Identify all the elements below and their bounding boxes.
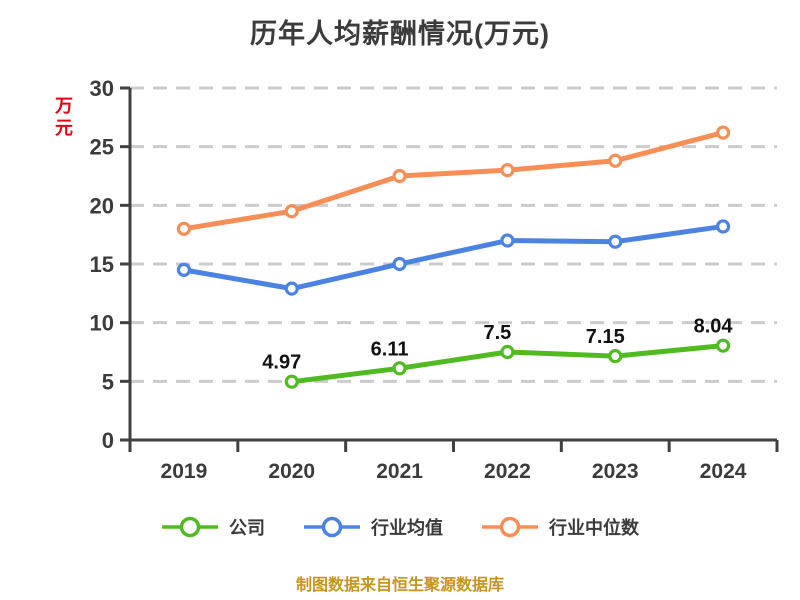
data-point-marker-industry-average	[392, 256, 407, 272]
data-point-marker-industry-median	[284, 204, 299, 219]
y-axis-tick-label: 15	[90, 252, 114, 277]
legend-marker-industry-median-icon	[482, 516, 538, 538]
x-axis-tick-label: 2022	[484, 460, 531, 483]
legend-item-industry-average[interactable]: 行业均值	[303, 514, 443, 540]
x-axis-tick-label: 2023	[592, 460, 639, 483]
chart-title: 历年人均薪酬情况(万元)	[250, 19, 550, 49]
x-axis-tick-label: 2020	[268, 460, 315, 483]
x-axis-tick-label: 2021	[376, 460, 423, 483]
data-point-marker-industry-average	[608, 234, 623, 249]
x-axis-tick-label: 2024	[700, 460, 747, 483]
y-axis-tick-label: 25	[90, 135, 114, 160]
data-point-marker-industry-median	[500, 163, 515, 178]
data-point-marker-industry-average	[715, 219, 731, 234]
data-point-marker-company	[715, 338, 731, 353]
series-line-industry-median	[181, 130, 726, 232]
chart-legend: 公司 行业均值 行业中位数	[0, 514, 800, 540]
data-point-label-company: 6.11	[371, 338, 409, 360]
data-point-marker-industry-average	[176, 262, 192, 277]
data-point-marker-company	[284, 374, 299, 389]
y-axis-tick-label: 0	[102, 428, 114, 453]
legend-item-company[interactable]: 公司	[161, 514, 265, 540]
legend-label-company: 公司	[229, 518, 265, 538]
data-point-label-company: 7.15	[586, 326, 625, 348]
x-axis-tick-label: 2019	[161, 460, 208, 483]
y-axis-tick-label: 5	[102, 369, 114, 394]
data-point-label-company: 8.04	[694, 316, 734, 338]
y-axis-tick-label: 10	[90, 311, 114, 336]
y-axis-tick-label: 30	[90, 76, 114, 101]
data-point-marker-industry-average	[500, 233, 515, 248]
data-point-marker-company	[608, 349, 623, 364]
y-axis-unit-label: 万元	[53, 96, 73, 140]
legend-item-industry-median[interactable]: 行业中位数	[481, 514, 639, 540]
data-point-marker-industry-median	[176, 221, 192, 236]
data-point-marker-industry-median	[715, 125, 731, 140]
data-point-label-company: 4.97	[262, 352, 301, 374]
data-point-marker-industry-average	[284, 281, 299, 296]
data-point-marker-industry-median	[608, 153, 623, 168]
legend-marker-industry-average-icon	[304, 516, 360, 538]
legend-label-industry-average: 行业均值	[371, 518, 443, 538]
y-axis-tick-label: 20	[90, 193, 114, 218]
data-point-label-company: 7.5	[484, 322, 512, 344]
data-point-marker-company	[392, 361, 407, 376]
data-point-marker-industry-median	[392, 168, 407, 184]
data-point-marker-company	[500, 344, 515, 360]
series-line-industry-average	[181, 223, 726, 292]
data-source-footer: 制图数据来自恒生聚源数据库	[295, 577, 504, 594]
legend-label-industry-median: 行业中位数	[549, 518, 639, 538]
legend-marker-company-icon	[162, 516, 218, 538]
